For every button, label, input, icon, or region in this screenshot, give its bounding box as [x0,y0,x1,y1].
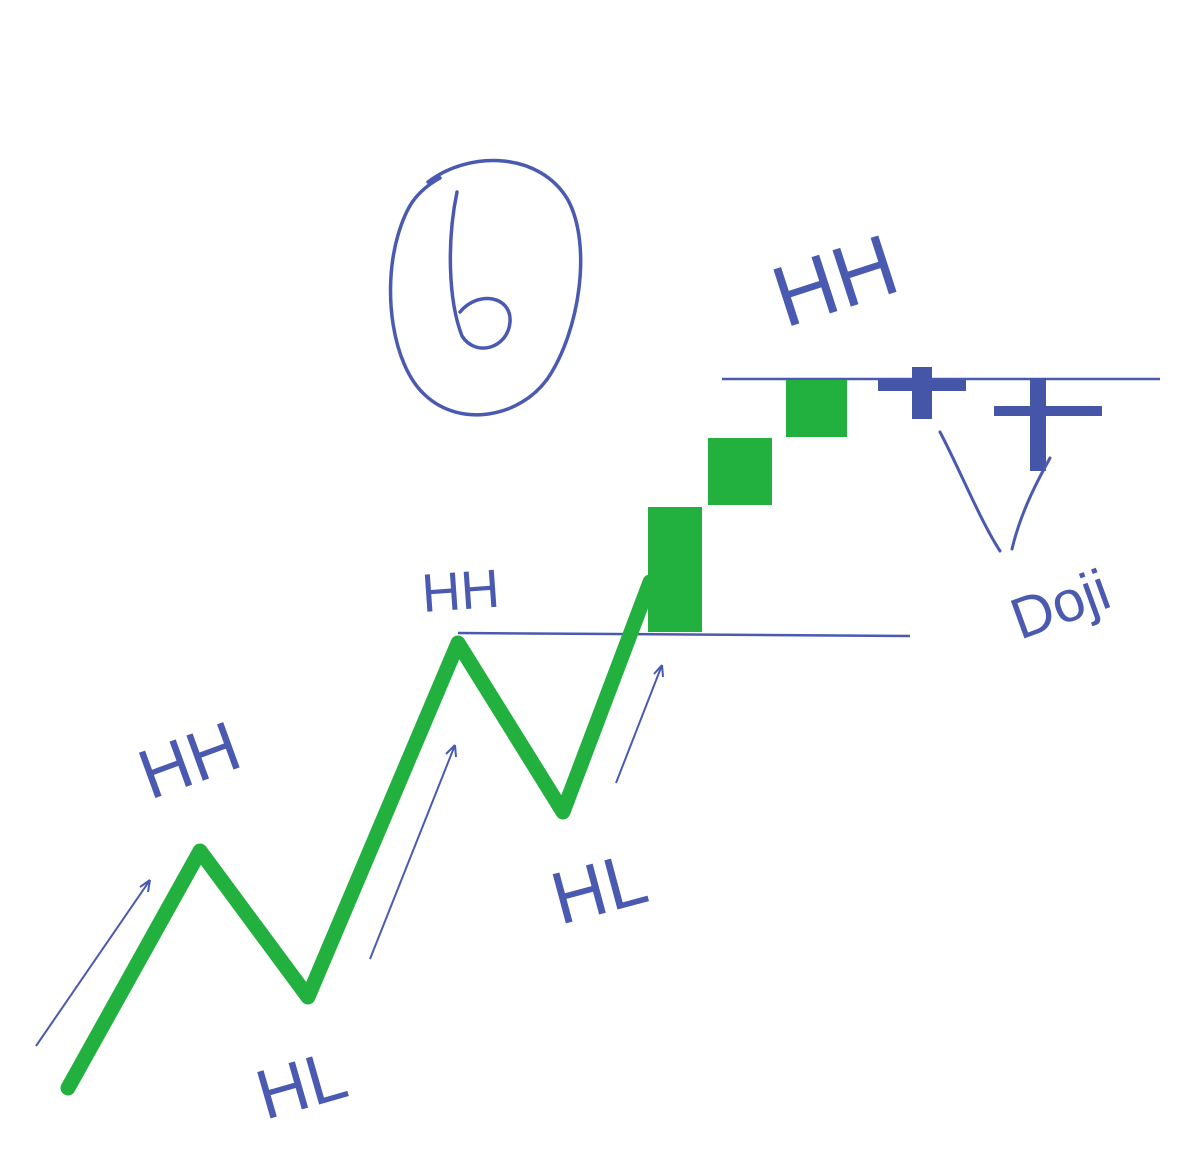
resistance-line-mid [457,631,911,638]
label-hl-low: HL [248,1035,356,1135]
uptrend-zigzag-line [60,574,658,1096]
label-hl-mid: HL [543,836,656,941]
label-hh-low: HH [128,706,250,814]
label-hh-mid: HH [420,559,502,624]
trend-arrow-1 [35,879,151,1047]
label-doji: Doji [1002,557,1118,652]
trend-arrow-2 [369,744,457,960]
bullish-candle-2 [708,438,772,505]
trend-arrow-3 [615,664,664,784]
label-hh-top: HH [761,216,909,346]
doji-candle-2 [994,378,1102,471]
doji-pointer-mark [938,430,1052,553]
doji-candle-1 [878,367,966,419]
step-number-circle [388,158,583,417]
bullish-candle-1 [648,507,702,632]
step-number: 6 [0,0,1,1]
bullish-candle-3 [786,380,847,437]
